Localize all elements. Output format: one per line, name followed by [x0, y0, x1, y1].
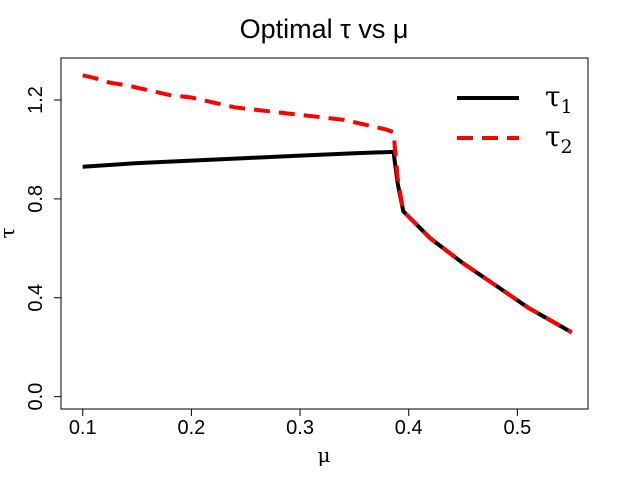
- legend-label-2: τ2: [545, 120, 573, 158]
- x-tick-label: 0.1: [69, 417, 97, 439]
- y-tick-label: 0.4: [25, 284, 47, 312]
- chart-title: Optimal τ vs μ: [240, 14, 409, 44]
- series-layer: [82, 73, 573, 335]
- x-axis-label: μ: [318, 443, 331, 467]
- x-tick-label: 0.3: [286, 417, 314, 439]
- y-tick-label: 0.8: [25, 185, 47, 213]
- x-axis: 0.1 0.2 0.3 0.4 0.5: [69, 408, 531, 439]
- series-line-1: [82, 149, 573, 335]
- x-tick-label: 0.5: [503, 417, 531, 439]
- y-tick-label: 1.2: [25, 86, 47, 114]
- legend-label-1: τ1: [545, 80, 573, 118]
- y-axis: 0.0 0.4 0.8 1.2: [25, 86, 62, 411]
- x-tick-label: 0.2: [177, 417, 205, 439]
- y-tick-label: 0.0: [25, 383, 47, 411]
- plot-frame: [60, 57, 589, 410]
- x-tick-label: 0.4: [395, 417, 423, 439]
- series-line-2: [82, 73, 573, 335]
- y-axis-label: τ: [0, 227, 19, 238]
